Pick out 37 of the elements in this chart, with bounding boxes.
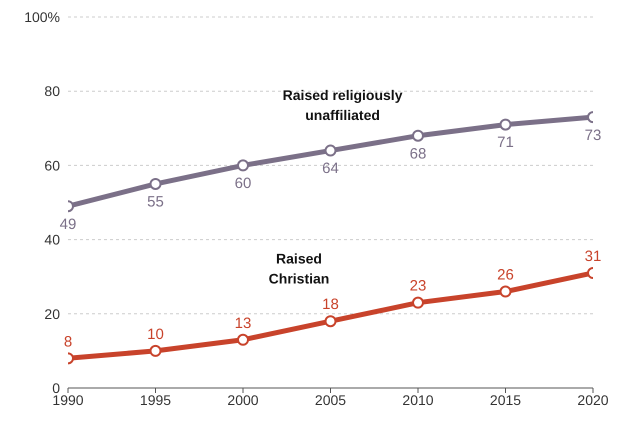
- x-tick-label: 2010: [402, 392, 434, 408]
- data-label: 31: [584, 248, 602, 265]
- point: [237, 334, 249, 346]
- data-label: 55: [147, 194, 164, 211]
- x-tick-label: 2015: [490, 392, 522, 408]
- data-label: 71: [497, 134, 514, 152]
- point: [237, 159, 249, 172]
- data-label: 26: [497, 266, 514, 284]
- point: [412, 130, 424, 142]
- data-label: 68: [410, 145, 426, 162]
- x-tick-label: 2020: [577, 392, 609, 408]
- x-tick-label: 2000: [227, 392, 259, 408]
- y-tick-label: 60: [44, 157, 60, 174]
- text: Raised Christian: [268, 250, 330, 287]
- x-tick-label: 2005: [314, 392, 346, 408]
- point: [324, 144, 336, 157]
- y-tick-label: 20: [44, 306, 60, 322]
- series-label: Raised religiously unaffiliated: [282, 87, 403, 124]
- point: [412, 296, 424, 309]
- point: [500, 286, 512, 298]
- data-label: 23: [410, 278, 426, 295]
- data-label: 18: [322, 296, 339, 314]
- y-tick-label: 80: [44, 83, 60, 100]
- data-label: 60: [234, 175, 252, 192]
- data-label: 8: [64, 333, 72, 350]
- data-label: 10: [147, 326, 164, 343]
- y-tick-label: 40: [44, 232, 60, 248]
- point: [150, 178, 162, 190]
- data-label: 73: [584, 126, 602, 144]
- data-label: 64: [322, 160, 339, 178]
- x-tick-label: 1995: [140, 392, 172, 408]
- point: [324, 315, 336, 328]
- data-label: 13: [234, 314, 252, 332]
- point: [150, 344, 162, 357]
- y-tick-label: 100%: [24, 8, 60, 25]
- point: [500, 118, 512, 131]
- data-label: 49: [60, 216, 76, 233]
